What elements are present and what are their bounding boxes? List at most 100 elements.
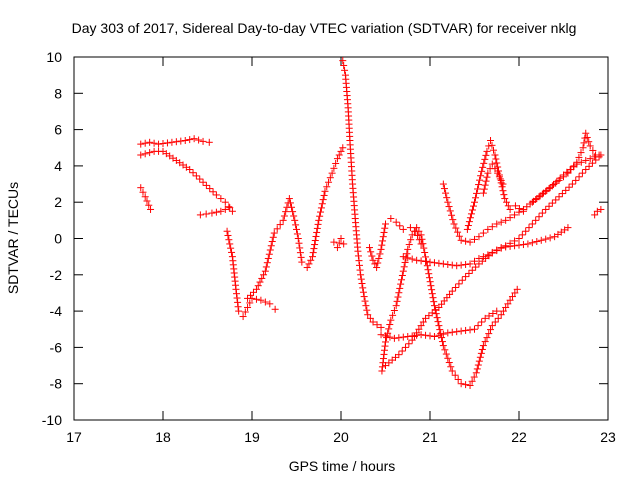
data-point	[364, 311, 372, 319]
x-tick-label: 20	[333, 429, 349, 445]
data-point	[462, 237, 470, 245]
data-point	[195, 136, 203, 144]
data-point	[137, 151, 145, 159]
data-point	[462, 261, 470, 269]
data-point	[221, 205, 229, 213]
data-point	[375, 254, 383, 262]
data-point	[337, 147, 345, 155]
data-point	[448, 287, 456, 295]
data-point	[296, 249, 304, 257]
x-tick-label: 23	[600, 429, 616, 445]
data-point	[290, 212, 298, 220]
data-point	[449, 216, 457, 224]
data-point	[374, 259, 382, 267]
data-point	[502, 243, 510, 251]
data-point	[417, 331, 425, 339]
data-point	[522, 227, 530, 235]
data-point	[297, 253, 305, 261]
data-point	[580, 139, 588, 147]
data-point	[397, 280, 405, 288]
data-point	[560, 173, 567, 181]
data-point	[481, 181, 489, 189]
data-point	[378, 241, 386, 249]
data-point	[382, 338, 389, 346]
data-point	[425, 274, 433, 282]
data-point	[256, 278, 264, 286]
data-point	[405, 241, 413, 249]
data-point	[199, 178, 207, 186]
data-point	[293, 230, 301, 238]
data-point	[457, 236, 465, 244]
data-point	[141, 193, 149, 201]
data-point	[511, 211, 519, 219]
data-point	[417, 231, 425, 239]
data-point	[466, 382, 474, 390]
data-point	[492, 155, 500, 163]
data-point	[268, 238, 276, 246]
data-point	[442, 350, 450, 358]
data-point	[252, 295, 260, 303]
data-point	[177, 137, 185, 145]
data-point	[558, 190, 566, 198]
data-point	[419, 240, 427, 248]
data-point	[155, 140, 163, 148]
data-point	[330, 238, 338, 246]
data-point	[376, 250, 384, 258]
data-point	[528, 220, 536, 228]
data-point	[340, 61, 348, 69]
data-point	[441, 346, 449, 354]
data-point	[408, 336, 416, 344]
data-point	[317, 208, 325, 216]
data-point	[265, 250, 273, 258]
data-point	[555, 193, 563, 201]
data-point	[428, 286, 436, 294]
data-point	[508, 293, 516, 301]
data-point	[499, 180, 507, 188]
data-point	[286, 199, 294, 207]
data-point	[448, 211, 456, 219]
data-point	[582, 166, 590, 174]
data-point	[381, 224, 389, 232]
data-point	[447, 363, 455, 371]
data-point	[340, 240, 348, 248]
data-point	[506, 242, 514, 250]
data-point	[223, 227, 231, 235]
data-point	[565, 183, 573, 191]
data-point	[225, 236, 233, 244]
data-point	[385, 325, 393, 333]
data-point	[475, 254, 483, 262]
data-point	[471, 198, 478, 206]
data-point	[479, 189, 487, 197]
plot-layer: 17 18 19 20 21 22 23 -10 -8 -6 -4 -2 0 2 4 6 8 10	[42, 49, 616, 445]
data-point	[241, 308, 249, 316]
data-point	[471, 257, 478, 265]
data-point	[395, 351, 403, 359]
data-point	[186, 136, 194, 144]
data-point	[430, 259, 438, 267]
data-point	[455, 232, 463, 240]
data-point	[435, 331, 443, 339]
data-point	[408, 231, 416, 239]
data-point	[413, 224, 421, 232]
data-point	[381, 342, 389, 350]
data-point	[519, 241, 527, 249]
data-point	[246, 299, 254, 307]
data-point	[271, 305, 279, 313]
data-point	[493, 159, 501, 167]
data-point	[500, 191, 508, 199]
data-point	[217, 195, 225, 203]
data-point	[365, 244, 373, 252]
data-point	[419, 318, 427, 326]
data-point	[313, 228, 321, 236]
data-point	[454, 375, 462, 383]
data-point	[586, 142, 594, 150]
data-point	[548, 199, 556, 207]
data-point	[497, 218, 505, 226]
data-point	[519, 207, 527, 215]
data-point	[369, 256, 377, 264]
data-point	[484, 225, 492, 233]
x-tick-label: 17	[66, 429, 82, 445]
data-point	[564, 224, 572, 232]
data-point	[443, 194, 451, 202]
